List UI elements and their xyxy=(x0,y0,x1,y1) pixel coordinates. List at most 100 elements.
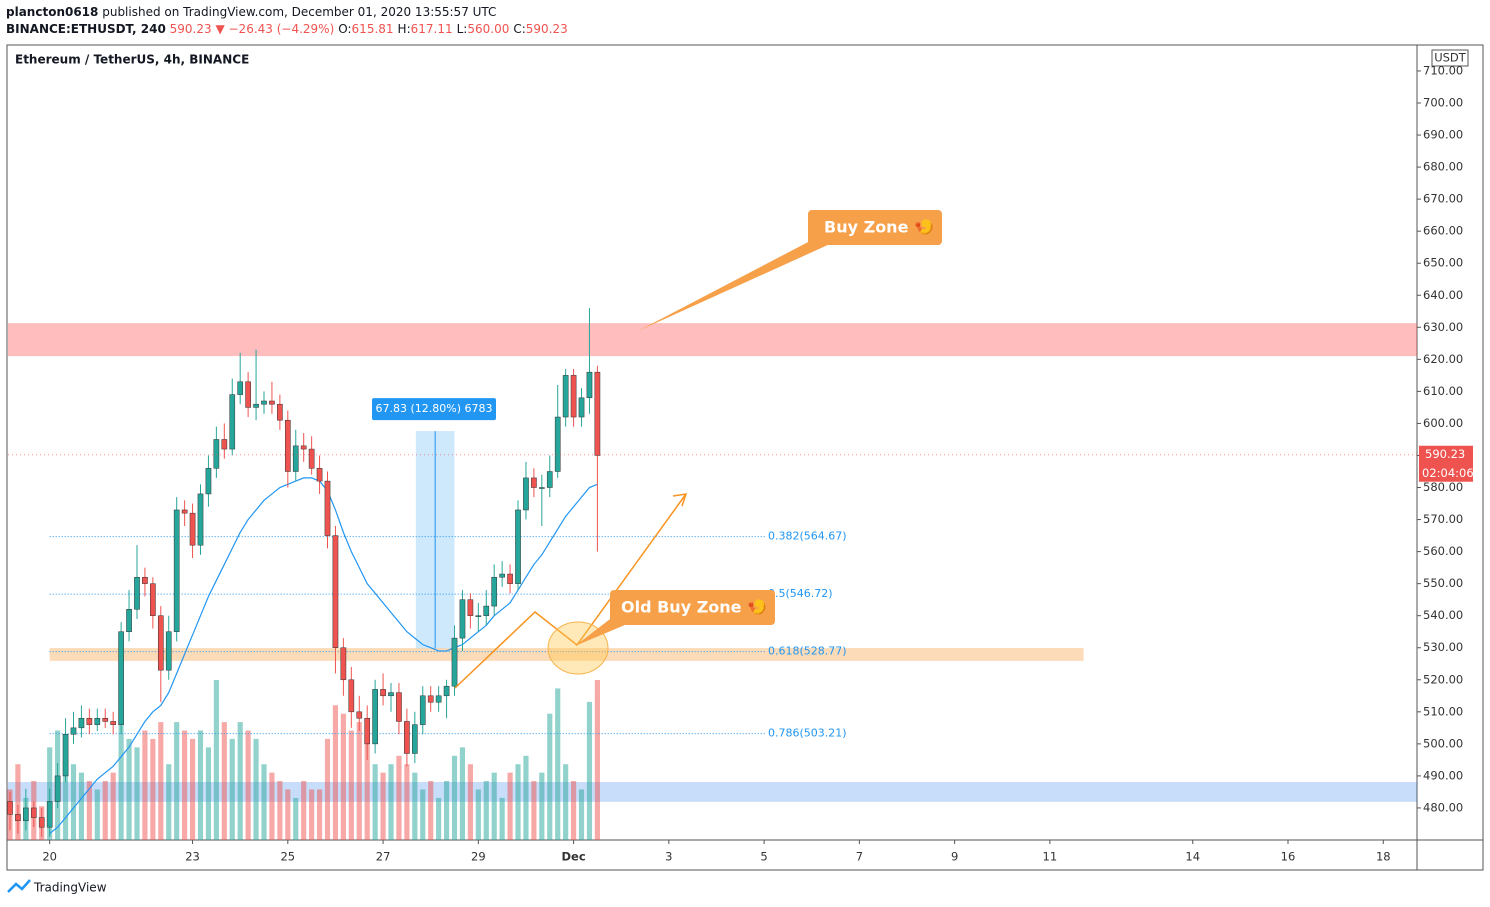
candle-body xyxy=(165,631,172,671)
volume-bar xyxy=(189,738,196,840)
zone xyxy=(8,782,1417,802)
volume-bar xyxy=(594,680,600,840)
volume-bar xyxy=(158,722,164,840)
countdown-text: 02:04:06 xyxy=(1422,466,1474,480)
candle-body xyxy=(142,576,148,584)
volume-bar xyxy=(62,755,69,840)
candle-body xyxy=(94,717,101,725)
callout-box xyxy=(610,590,775,625)
volume-bar xyxy=(261,764,267,840)
candle-body xyxy=(554,416,561,472)
x-tick-label: 23 xyxy=(185,850,200,864)
candle-body xyxy=(483,605,490,616)
y-tick-label: 680.00 xyxy=(1423,160,1463,174)
candle-body xyxy=(570,375,577,418)
candle-body xyxy=(332,535,339,648)
volume-bar xyxy=(182,730,188,840)
volume-bar xyxy=(539,772,545,840)
volume-bar xyxy=(388,764,394,840)
ohlc-label: C: xyxy=(513,22,525,36)
volume-bar xyxy=(102,781,108,840)
volume-bar xyxy=(555,688,561,840)
y-tick-label: 640.00 xyxy=(1423,288,1463,302)
volume-bar xyxy=(253,738,259,840)
callout-text: Buy Zone 🍤 xyxy=(824,218,934,237)
candle-body xyxy=(269,400,275,405)
ohlc-label: H: xyxy=(398,22,411,36)
volume-bar xyxy=(316,789,323,840)
candle-body xyxy=(586,371,593,399)
projection-path xyxy=(454,493,687,689)
logo-icon xyxy=(7,879,31,893)
y-tick-label: 620.00 xyxy=(1423,352,1463,366)
candle-body xyxy=(308,448,315,469)
volume-bar xyxy=(150,738,156,840)
candle-body xyxy=(245,381,251,408)
volume-bar xyxy=(86,781,92,840)
volume-bar xyxy=(515,764,521,840)
volume-bar xyxy=(340,713,346,840)
candle-body xyxy=(221,439,228,450)
ohlc-label: L: xyxy=(457,22,468,36)
volume-bar xyxy=(134,747,140,840)
candle-body xyxy=(348,679,355,713)
ohlc: O:615.81 H:617.11 L:560.00 C:590.23 xyxy=(338,22,568,36)
callout-text: Old Buy Zone 🍤 xyxy=(621,598,767,617)
volume-bar xyxy=(356,722,362,840)
volume-bar xyxy=(301,781,307,840)
x-tick-label: 20 xyxy=(42,850,57,864)
y-tick-label: 610.00 xyxy=(1423,384,1463,398)
ohlc-value: 615.81 xyxy=(352,22,394,36)
candle-body xyxy=(316,468,323,482)
chart-border xyxy=(6,44,1484,871)
y-tick-label: 660.00 xyxy=(1423,224,1463,238)
volume-bar xyxy=(293,797,299,840)
candle-body xyxy=(197,493,204,546)
candle-body xyxy=(427,695,434,703)
volume-bar xyxy=(269,772,275,840)
candle-body xyxy=(435,695,442,703)
candle-body xyxy=(157,615,164,671)
candle-body xyxy=(562,375,569,418)
volume-bar xyxy=(531,781,537,840)
candle-body xyxy=(46,801,53,828)
candle-body xyxy=(15,814,21,822)
volume-bar xyxy=(586,701,593,840)
volume-bar xyxy=(364,738,370,840)
volume-bar xyxy=(94,789,100,840)
candle-body xyxy=(86,717,93,725)
zone xyxy=(8,323,1417,357)
candle-body xyxy=(261,400,267,405)
volume-bar xyxy=(332,705,339,840)
candle-body xyxy=(594,371,601,456)
candle-body xyxy=(205,468,212,495)
volume-bar xyxy=(205,747,212,840)
y-tick-label: 630.00 xyxy=(1423,320,1463,334)
volume-bar xyxy=(507,772,513,840)
fib-label: 0.786(503.21) xyxy=(768,727,847,740)
candle-body xyxy=(340,647,347,681)
candle-body xyxy=(523,477,529,511)
price-tag-text: 590.23 xyxy=(1425,447,1465,461)
candle-body xyxy=(372,689,378,745)
candle-body xyxy=(237,381,244,395)
author: plancton0618 xyxy=(6,5,98,19)
x-tick-label: 27 xyxy=(376,850,391,864)
volume-bar xyxy=(547,713,553,840)
candle-body xyxy=(38,817,45,828)
volume-bar xyxy=(396,755,402,840)
legend: Ethereum / TetherUS, 4h, BINANCE xyxy=(15,53,249,67)
volume-bar xyxy=(221,722,227,840)
candle-body xyxy=(411,724,418,754)
fib-label: 0.618(528.77) xyxy=(768,645,847,658)
y-tick-label: 580.00 xyxy=(1423,480,1463,494)
candle-body xyxy=(531,477,537,488)
candle-body xyxy=(396,692,402,722)
candle-body xyxy=(459,599,466,639)
x-tick-label: 9 xyxy=(951,850,958,864)
volume-bar xyxy=(324,738,331,840)
volume-bar xyxy=(499,797,505,840)
volume-bar xyxy=(142,730,148,840)
y-tick-label: 650.00 xyxy=(1423,256,1463,270)
